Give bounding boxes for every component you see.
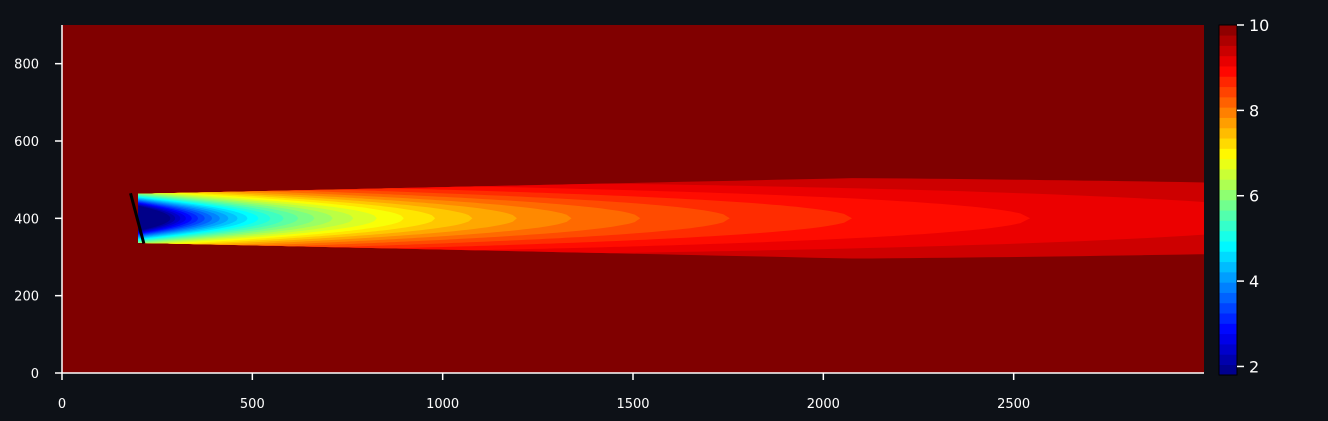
- colorbar-band: [1219, 127, 1237, 139]
- colorbar-band: [1219, 117, 1237, 129]
- colorbar-band: [1219, 333, 1237, 345]
- colorbar-band: [1219, 323, 1237, 335]
- x-tick-label: 0: [58, 397, 66, 412]
- colorbar-band: [1219, 343, 1237, 355]
- y-tick-label: 600: [14, 135, 39, 150]
- colorbar-band: [1219, 86, 1237, 98]
- plot-area: [62, 25, 1204, 373]
- colorbar-band: [1219, 292, 1237, 304]
- y-axis-ticks: 0 200 400 600 800: [14, 58, 62, 382]
- y-tick-label: 200: [14, 290, 39, 305]
- colorbar-band: [1219, 220, 1237, 232]
- x-tick-label: 1000: [426, 397, 459, 412]
- wake-contours: [138, 178, 1204, 259]
- colorbar-band: [1219, 230, 1237, 242]
- y-tick-label: 400: [14, 212, 39, 227]
- colorbar-band: [1219, 148, 1237, 160]
- y-tick-label: 0: [31, 367, 39, 382]
- colorbar-band: [1219, 76, 1237, 88]
- x-tick-label: 2000: [807, 397, 840, 412]
- colorbar-band: [1219, 364, 1237, 376]
- colorbar-band: [1219, 251, 1237, 263]
- colorbar-band: [1219, 168, 1237, 180]
- colorbar-tick-label: 6: [1249, 187, 1259, 206]
- x-axis-ticks: 0 500 1000 1500 2000 2500: [58, 373, 1030, 412]
- x-tick-label: 500: [240, 397, 265, 412]
- colorbar-tick-label: 4: [1249, 272, 1259, 291]
- colorbar-band: [1219, 302, 1237, 314]
- colorbar-band: [1219, 312, 1237, 324]
- x-tick-label: 1500: [616, 397, 649, 412]
- colorbar-band: [1219, 271, 1237, 283]
- colorbar-band: [1219, 96, 1237, 108]
- colorbar-band: [1219, 261, 1237, 273]
- colorbar-band: [1219, 354, 1237, 366]
- colorbar-tick-label: 10: [1249, 16, 1269, 35]
- colorbar-band: [1219, 137, 1237, 149]
- colorbar-band: [1219, 179, 1237, 191]
- colorbar-band: [1219, 199, 1237, 211]
- colorbar-ticks: 2 4 6 8 10: [1237, 16, 1269, 376]
- colorbar-tick-label: 8: [1249, 101, 1259, 120]
- colorbar-frame: [1218, 24, 1238, 376]
- colorbar-band: [1219, 45, 1237, 57]
- colorbar-band: [1219, 209, 1237, 221]
- colorbar-band: [1219, 189, 1237, 201]
- colorbar-band: [1219, 55, 1237, 67]
- wake-contour-level: [138, 205, 171, 231]
- colorbar-band: [1219, 34, 1237, 46]
- colorbar-band: [1219, 24, 1237, 36]
- colorbar: [1218, 24, 1238, 376]
- colorbar-band: [1219, 107, 1237, 118]
- colorbar-band: [1219, 240, 1237, 252]
- colorbar-band: [1219, 158, 1237, 170]
- x-tick-label: 2500: [997, 397, 1030, 412]
- colorbar-band: [1219, 65, 1237, 77]
- colorbar-tick-label: 2: [1249, 357, 1259, 376]
- colorbar-band: [1219, 282, 1237, 293]
- turbine-rotor: [129, 192, 146, 244]
- y-tick-label: 800: [14, 58, 39, 73]
